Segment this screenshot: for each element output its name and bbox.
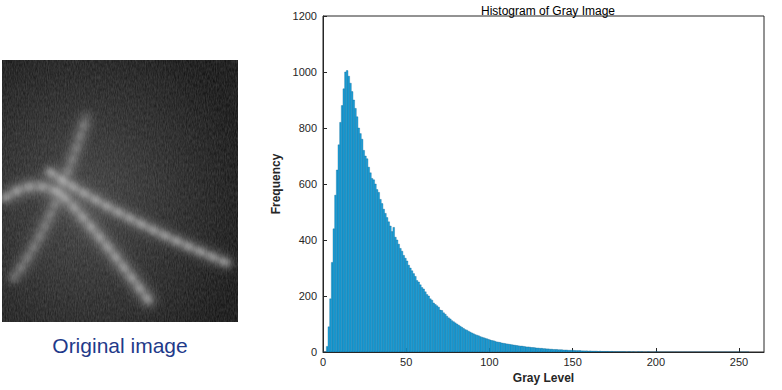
svg-text:400: 400 [299,234,317,246]
svg-text:150: 150 [563,356,581,368]
svg-text:200: 200 [299,290,317,302]
svg-text:50: 50 [400,356,412,368]
svg-text:100: 100 [480,356,498,368]
html-text:Original image: Original image [52,334,188,357]
svg-text:Gray Level: Gray Level [513,371,574,385]
svg-text:1000: 1000 [293,66,317,78]
svg-text:800: 800 [299,122,317,134]
svg-text:250: 250 [730,356,748,368]
svg-text:Histogram of Gray Image: Histogram of Gray Image [481,4,615,18]
svg-text:0: 0 [320,356,326,368]
svg-text:Frequency: Frequency [269,153,283,214]
svg-text:1200: 1200 [293,10,317,22]
svg-text:0: 0 [311,346,317,358]
svg-text:200: 200 [647,356,665,368]
svg-text:600: 600 [299,178,317,190]
